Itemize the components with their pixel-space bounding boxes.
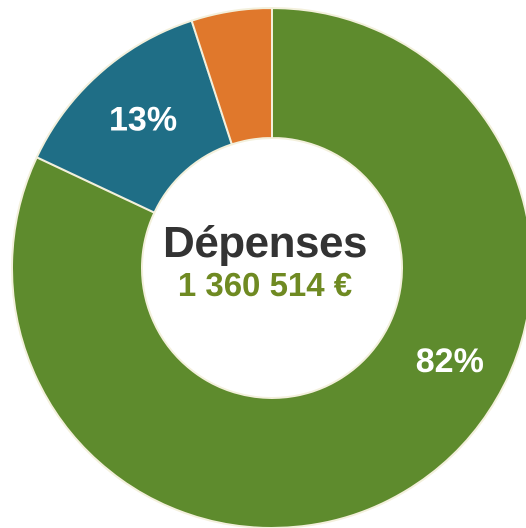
center-title: Dépenses — [163, 218, 367, 267]
donut-slice-0 — [11, 6, 526, 528]
center-total-value: 1 360 514 € — [177, 266, 353, 303]
donut-slice-label-0: 82% — [416, 342, 484, 380]
donut-slice-2 — [190, 6, 273, 146]
donut-slice-label-1: 13% — [109, 101, 177, 139]
